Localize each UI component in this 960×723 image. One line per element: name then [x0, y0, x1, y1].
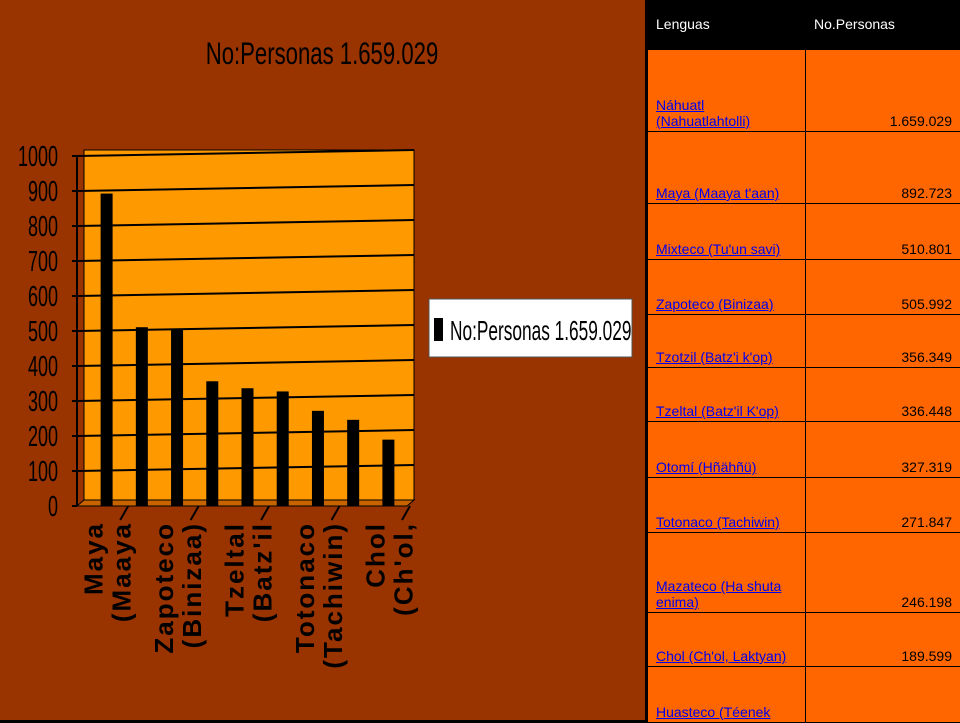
- legend-label: No:Personas 1.659.029: [450, 315, 631, 346]
- table-cell-language: Maya (Maaya t'aan): [648, 132, 806, 204]
- table-row: Tzotzil (Batz'i k'op) 356.349: [648, 315, 960, 368]
- table-cell-language: Otomí (Hñähñü): [648, 422, 806, 478]
- x-tick-label: Chol(Ch'ol,: [360, 522, 418, 616]
- language-link[interactable]: Mazateco (Ha shuta enima): [656, 578, 781, 610]
- x-tick-label-line1: Totonaco: [290, 522, 320, 653]
- header-no-personas: No.Personas: [806, 1, 960, 50]
- table-cell-count: 189.599: [806, 613, 960, 667]
- table-header-row: Lenguas No.Personas: [648, 1, 960, 50]
- bar: [312, 411, 324, 506]
- x-tick-label-line1: Zapoteco: [149, 522, 179, 654]
- x-tick-label-line2: (Binizaa): [177, 522, 207, 648]
- bar: [347, 420, 359, 506]
- table-row: Huasteco (Téenek: [648, 667, 960, 723]
- table-cell-language: Huasteco (Téenek: [648, 667, 806, 723]
- table-row: Maya (Maaya t'aan) 892.723: [648, 132, 960, 204]
- y-tick-label: 100: [28, 456, 58, 488]
- table-row: Tzeltal (Batz'il K'op) 336.448: [648, 368, 960, 422]
- table-cell-count: 271.847: [806, 478, 960, 533]
- x-tick: [120, 506, 128, 520]
- header-lenguas: Lenguas: [648, 1, 806, 50]
- bar: [382, 440, 394, 506]
- language-link[interactable]: Chol (Ch'ol, Laktyan): [656, 648, 786, 664]
- table-cell-count: 510.801: [806, 204, 960, 260]
- bar: [277, 391, 289, 506]
- y-tick-label: 800: [28, 211, 58, 243]
- y-tick-label: 500: [28, 316, 58, 348]
- chart-legend: No:Personas 1.659.029: [429, 299, 632, 357]
- x-tick: [402, 506, 410, 520]
- y-tick-label: 600: [28, 281, 58, 313]
- table-cell-language: Chol (Ch'ol, Laktyan): [648, 613, 806, 667]
- table-row: Mazateco (Ha shuta enima) 246.198: [648, 533, 960, 613]
- x-tick-label-line1: Maya: [79, 522, 109, 595]
- y-tick-label: 300: [28, 386, 58, 418]
- x-tick-label: Zapoteco(Binizaa): [149, 522, 207, 654]
- x-tick-label-line2: (Batz'il: [248, 522, 278, 622]
- language-link[interactable]: Náhuatl (Nahuatlahtolli): [656, 97, 750, 129]
- x-tick-label-line2: (Ch'ol,: [388, 522, 418, 616]
- table-cell-count: [806, 667, 960, 723]
- table-cell-language: Zapoteco (Binizaa): [648, 260, 806, 315]
- table-cell-count: 892.723: [806, 132, 960, 204]
- y-tick-label: 400: [28, 351, 58, 383]
- table-row: Otomí (Hñähñü) 327.319: [648, 422, 960, 478]
- table-cell-language: Mixteco (Tu'un savi): [648, 204, 806, 260]
- table-row: Totonaco (Tachiwin) 271.847: [648, 478, 960, 533]
- legend-swatch: [434, 318, 443, 341]
- table-cell-language: Náhuatl (Nahuatlahtolli): [648, 50, 806, 132]
- table-cell-count: 246.198: [806, 533, 960, 613]
- bar: [206, 381, 218, 506]
- x-tick-label-line2: (Tachiwin): [318, 522, 348, 669]
- x-tick: [261, 506, 269, 520]
- y-tick-label: 0: [48, 491, 58, 523]
- language-link[interactable]: Tzotzil (Batz'i k'op): [656, 349, 773, 365]
- x-tick-label-line2: (Maaya: [107, 522, 137, 622]
- table-cell-count: 505.992: [806, 260, 960, 315]
- bar: [242, 388, 254, 506]
- language-link[interactable]: Zapoteco (Binizaa): [656, 296, 774, 312]
- table-cell-count: 356.349: [806, 315, 960, 368]
- y-tick-label: 1000: [18, 141, 58, 173]
- table-cell-count: 327.319: [806, 422, 960, 478]
- table-row: Mixteco (Tu'un savi) 510.801: [648, 204, 960, 260]
- y-tick-label: 700: [28, 246, 58, 278]
- language-table: Lenguas No.Personas Náhuatl (Nahuatlahto…: [647, 0, 960, 723]
- bar: [101, 194, 113, 506]
- x-tick-label-line1: Chol: [360, 522, 390, 588]
- x-tick-label: Totonaco(Tachiwin): [290, 522, 348, 669]
- x-tick-label: Maya(Maaya: [79, 522, 137, 622]
- x-tick-label: Tzeltal(Batz'il: [220, 522, 278, 622]
- language-link[interactable]: Tzeltal (Batz'il K'op): [656, 403, 779, 419]
- x-tick: [332, 506, 340, 520]
- y-tick-label: 900: [28, 176, 58, 208]
- language-link[interactable]: Maya (Maaya t'aan): [656, 185, 779, 201]
- table-cell-language: Tzotzil (Batz'i k'op): [648, 315, 806, 368]
- language-link[interactable]: Otomí (Hñähñü): [656, 459, 756, 475]
- table-row: Zapoteco (Binizaa) 505.992: [648, 260, 960, 315]
- bar: [171, 329, 183, 506]
- table-row: Náhuatl (Nahuatlahtolli) 1.659.029: [648, 50, 960, 132]
- chart-title: No:Personas 1.659.029: [206, 36, 439, 71]
- y-tick-label: 200: [28, 421, 58, 453]
- table-cell-count: 1.659.029: [806, 50, 960, 132]
- table-cell-count: 336.448: [806, 368, 960, 422]
- language-link[interactable]: Totonaco (Tachiwin): [656, 514, 780, 530]
- table-row: Chol (Ch'ol, Laktyan) 189.599: [648, 613, 960, 667]
- bar: [136, 327, 148, 506]
- table-cell-language: Totonaco (Tachiwin): [648, 478, 806, 533]
- language-link[interactable]: Huasteco (Téenek: [656, 704, 770, 720]
- language-link[interactable]: Mixteco (Tu'un savi): [656, 241, 780, 257]
- x-tick-label-line1: Tzeltal: [220, 522, 250, 617]
- x-tick: [191, 506, 199, 520]
- table-cell-language: Mazateco (Ha shuta enima): [648, 533, 806, 613]
- table-cell-language: Tzeltal (Batz'il K'op): [648, 368, 806, 422]
